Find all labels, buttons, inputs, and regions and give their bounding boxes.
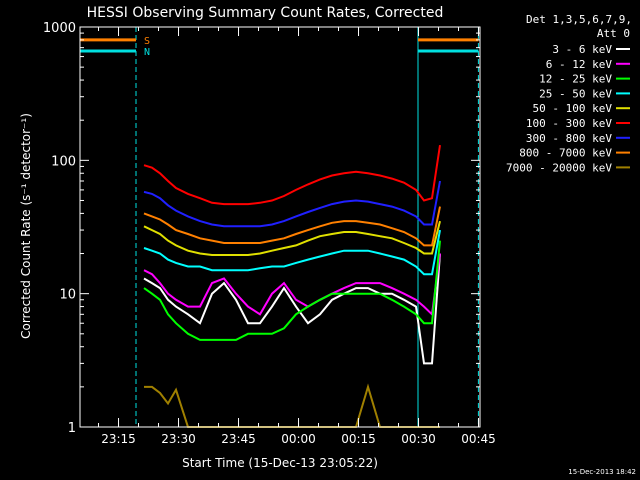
- x-tick-label: 23:30: [161, 432, 196, 446]
- legend-entry-label: 800 - 7000 keV: [519, 147, 612, 160]
- legend-entry-label: 50 - 100 keV: [533, 102, 613, 115]
- series-line: [143, 253, 441, 317]
- legend-entry-label: 7000 - 20000 keV: [506, 161, 612, 174]
- y-tick-label: 10: [59, 288, 76, 303]
- y-tick-label: 1: [68, 421, 76, 436]
- legend-entry-label: 25 - 50 keV: [539, 87, 612, 100]
- series-line: [143, 240, 441, 341]
- flag-letter: S: [144, 36, 150, 47]
- flag-letter: N: [144, 47, 150, 58]
- x-axis-label: Start Time (15-Dec-13 23:05:22): [182, 456, 378, 470]
- series-line: [143, 180, 441, 228]
- series-line: [144, 383, 440, 428]
- flags: SN: [80, 36, 479, 58]
- series-line: [143, 206, 441, 247]
- date-stamp: 15-Dec-2013 18:42: [568, 468, 636, 476]
- legend-entry-label: 6 - 12 keV: [546, 58, 613, 71]
- legend-header-line: Det 1,3,5,6,7,9,: [526, 13, 632, 26]
- series-line: [143, 229, 441, 276]
- legend-entry-label: 12 - 25 keV: [539, 73, 612, 86]
- series-layer: [143, 144, 441, 428]
- x-tick-label: 00:30: [401, 432, 436, 446]
- legend-entry-label: 100 - 300 keV: [526, 117, 612, 130]
- chart-title: HESSI Observing Summary Count Rates, Cor…: [87, 5, 444, 21]
- series-line: [143, 144, 441, 206]
- series-line: [143, 220, 441, 256]
- x-axis: 23:15 23:30 23:45 00:00 00:15 00:30 00:45: [98, 27, 496, 446]
- y-tick-label: 100: [51, 154, 76, 169]
- plot-frame: [79, 26, 481, 428]
- x-tick-label: 23:15: [101, 432, 136, 446]
- legend-entry-label: 3 - 6 keV: [552, 43, 612, 56]
- x-tick-label: 00:15: [341, 432, 376, 446]
- y-tick-label: 1000: [43, 21, 76, 36]
- x-tick-label: 00:00: [281, 432, 316, 446]
- legend-header-line: Att 0: [597, 27, 630, 40]
- y-axis-label: Corrected Count Rate (s⁻¹ detector⁻¹): [19, 113, 33, 339]
- x-tick-label: 23:45: [221, 432, 256, 446]
- x-tick-label: 00:45: [461, 432, 496, 446]
- y-axis: 1 10 100 1000: [43, 21, 480, 436]
- legend-entry-label: 300 - 800 keV: [526, 132, 612, 145]
- legend-header: Det 1,3,5,6,7,9, Att 0: [526, 13, 632, 40]
- series-line: [143, 253, 441, 365]
